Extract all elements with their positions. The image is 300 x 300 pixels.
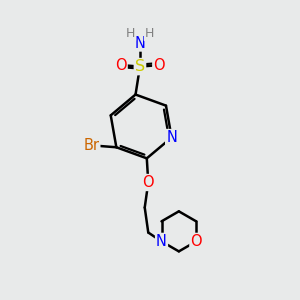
Text: N: N [156,234,167,249]
Text: Br: Br [83,138,99,153]
Text: O: O [153,58,165,73]
Text: S: S [135,59,145,74]
Text: N: N [134,35,146,50]
Text: O: O [142,175,154,190]
Text: O: O [190,234,202,249]
Text: N: N [166,130,177,145]
Text: O: O [115,58,127,73]
Text: H: H [145,27,154,40]
Text: H: H [126,27,135,40]
